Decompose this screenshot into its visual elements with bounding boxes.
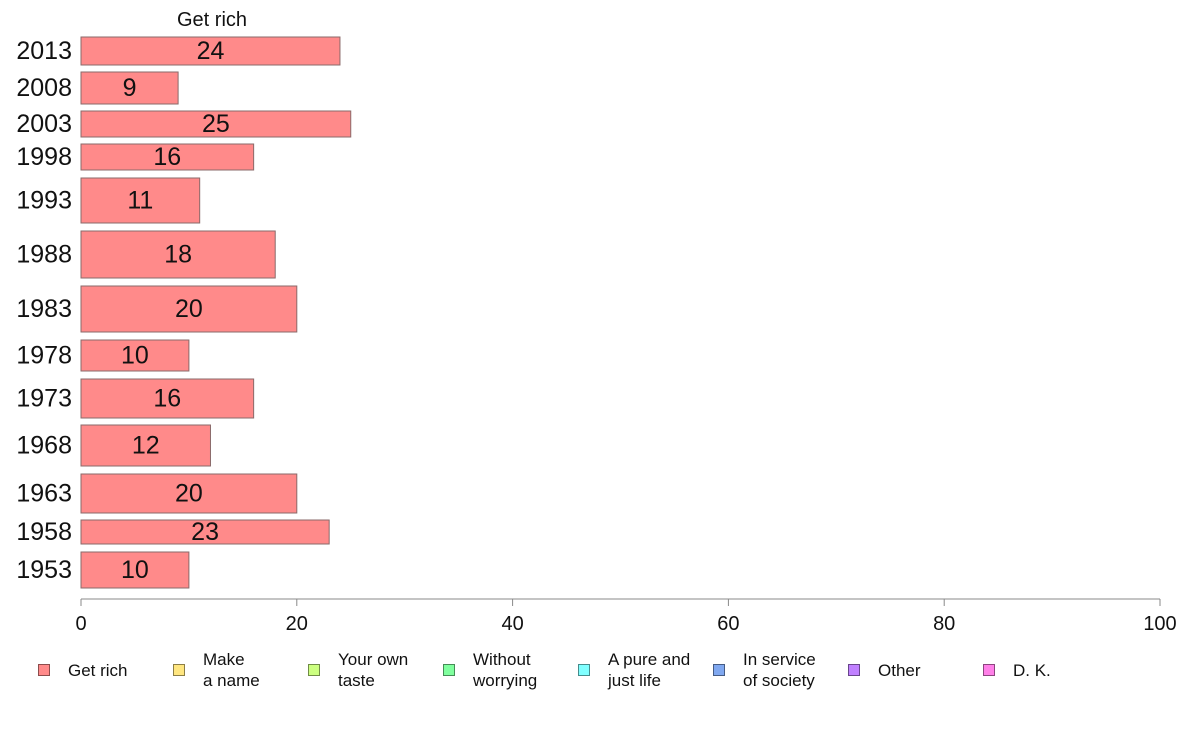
value-label-1983: 20: [175, 295, 203, 323]
value-label-1953: 10: [121, 556, 149, 584]
value-label-1963: 20: [175, 480, 203, 508]
value-label-2008: 9: [123, 74, 137, 102]
legend: Get rich Make a name Your own taste Without…: [38, 649, 1158, 693]
legend-swatch: [173, 664, 185, 676]
year-label-1988: 1988: [16, 241, 72, 269]
value-label-1968: 12: [132, 432, 160, 460]
x-axis: 0 20 40 60 80 100: [75, 598, 1177, 635]
year-label-2003: 2003: [16, 110, 72, 138]
bar-1978: [80, 339, 190, 372]
legend-label: Your own taste: [338, 650, 409, 690]
legend-swatch: [983, 664, 995, 676]
year-label-2013: 2013: [16, 37, 72, 65]
legend-label: Without worrying: [473, 650, 538, 690]
legend-swatch: [308, 664, 320, 676]
bar-2008: [80, 71, 179, 105]
x-tick-label-0: 0: [75, 613, 86, 635]
legend-label: D. K.: [1013, 660, 1051, 680]
x-ticks-group: 0 20 40 60 80 100: [75, 599, 1177, 635]
legend-swatch: [848, 664, 860, 676]
legend-label: Get rich: [68, 660, 128, 680]
bar-1998: [80, 143, 255, 171]
bar-1958: [80, 519, 330, 545]
bar-1988: [80, 230, 276, 279]
legend-label: A pure and just life: [608, 650, 691, 690]
bars-group: [80, 36, 352, 589]
year-label-1993: 1993: [16, 187, 72, 215]
legend-swatch: [443, 664, 455, 676]
value-label-2013: 24: [197, 37, 225, 65]
value-label-2003: 25: [202, 110, 230, 138]
bar-1968: [80, 424, 211, 467]
bar-1953: [80, 551, 190, 589]
x-tick-label-80: 80: [933, 613, 955, 635]
year-label-1998: 1998: [16, 143, 72, 171]
year-label-1968: 1968: [16, 432, 72, 460]
year-label-2008: 2008: [16, 74, 72, 102]
chart-title: Get rich: [177, 9, 247, 31]
value-label-1993: 11: [127, 187, 153, 215]
bar-1993: [80, 177, 201, 224]
x-tick-label-60: 60: [717, 613, 739, 635]
legend-label: Make a name: [203, 650, 260, 690]
value-label-1973: 16: [153, 385, 181, 413]
year-labels-group: 2013 2008 2003 1998 1993 1988 1983 1978 1973 1968…: [16, 37, 72, 584]
bar-1973: [80, 378, 255, 419]
legend-swatch: [38, 664, 50, 676]
legend-label: Other: [878, 660, 921, 680]
year-label-1978: 1978: [16, 342, 72, 370]
x-tick-label-100: 100: [1143, 613, 1176, 635]
year-label-1958: 1958: [16, 518, 72, 546]
value-label-1958: 23: [191, 518, 219, 546]
bar-2013: [80, 36, 341, 66]
value-label-1988: 18: [164, 241, 192, 269]
value-label-1998: 16: [153, 143, 181, 171]
year-label-1983: 1983: [16, 295, 72, 323]
legend-label: In service of society: [743, 650, 816, 690]
x-tick-label-20: 20: [286, 613, 308, 635]
bar-1983: [80, 285, 298, 333]
x-tick-label-40: 40: [501, 613, 523, 635]
year-label-1953: 1953: [16, 556, 72, 584]
value-label-1978: 10: [121, 342, 149, 370]
legend-swatch: [578, 664, 590, 676]
year-label-1973: 1973: [16, 385, 72, 413]
legend-swatch: [713, 664, 725, 676]
year-label-1963: 1963: [16, 480, 72, 508]
bar-2003: [80, 110, 352, 138]
bar-1963: [80, 473, 298, 514]
